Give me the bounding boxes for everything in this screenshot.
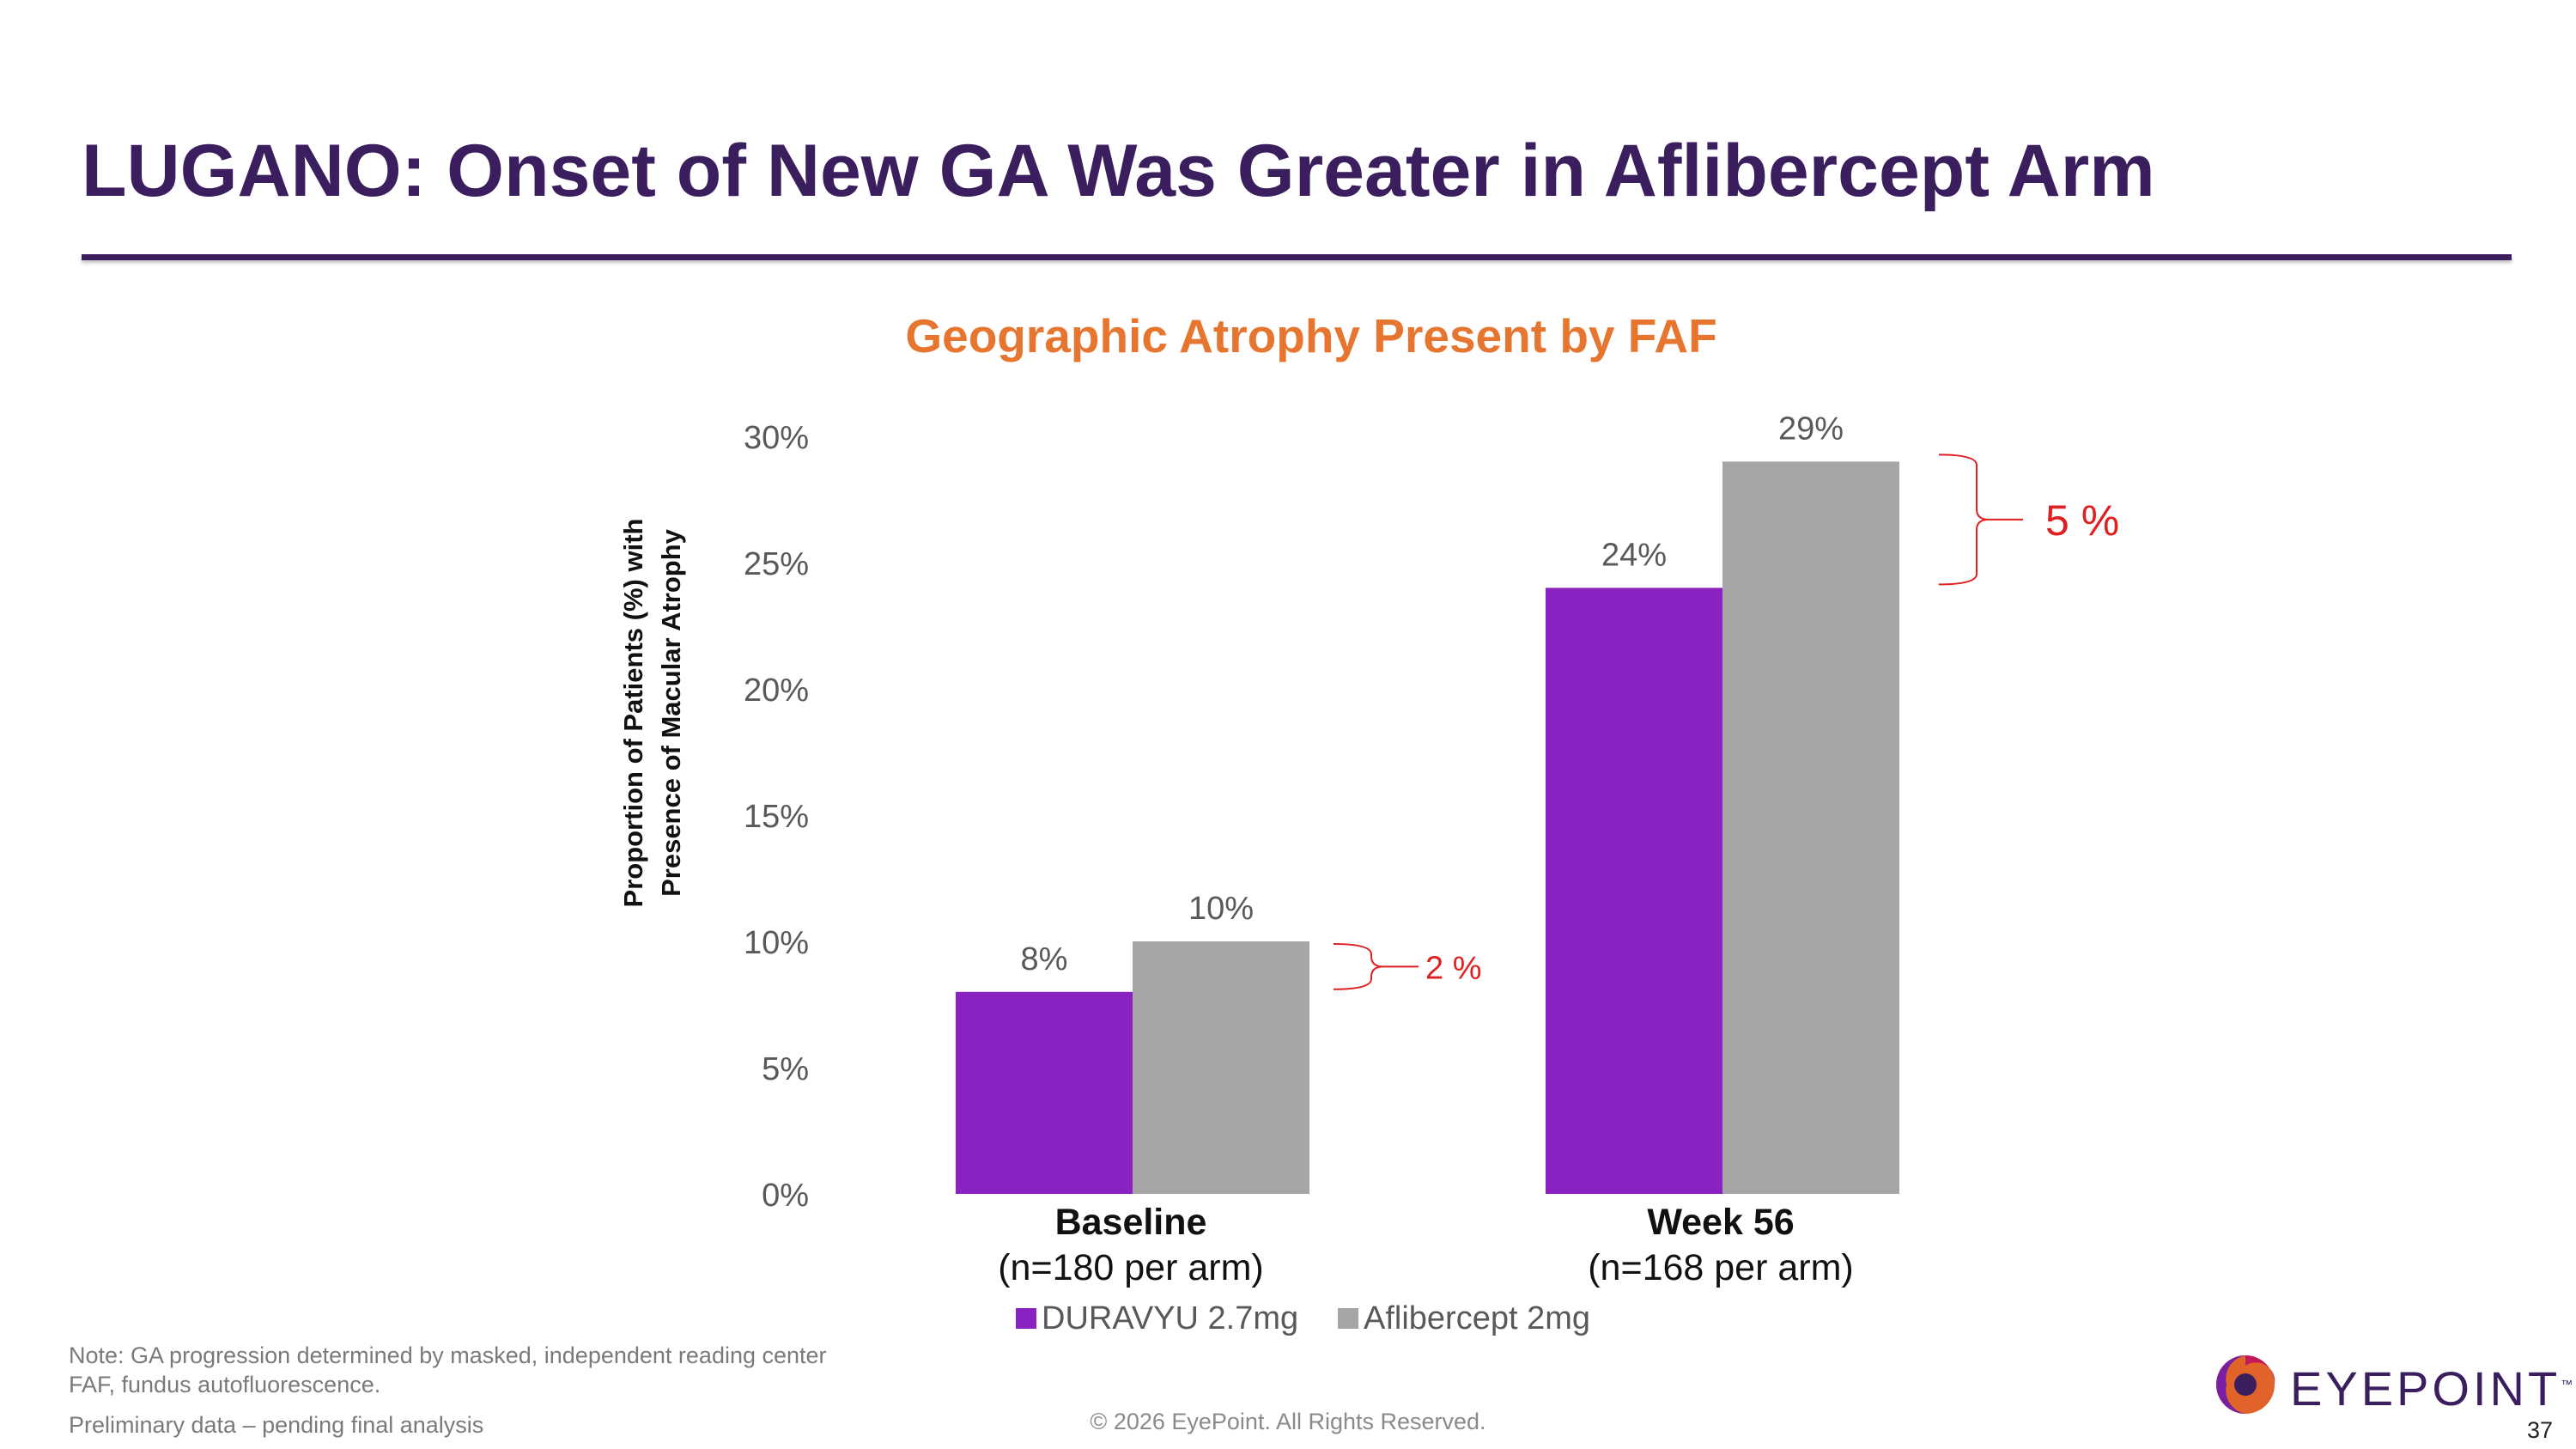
data-label: 8% (1021, 941, 1068, 977)
bar (1546, 588, 1722, 1194)
legend-label: DURAVYU 2.7mg (1042, 1300, 1298, 1336)
legend-swatch (1016, 1308, 1036, 1329)
footnote-note: Note: GA progression determined by maske… (69, 1342, 827, 1368)
difference-label: 5 % (2045, 496, 2119, 545)
title-divider (82, 254, 2512, 260)
y-tick-label: 30% (744, 420, 809, 456)
y-axis-title: Proportion of Patients (%) with (618, 519, 648, 908)
eyepoint-logo-text: EYEPOINT™ (2290, 1361, 2576, 1416)
y-tick-label: 15% (744, 799, 809, 835)
data-label: 24% (1601, 537, 1667, 573)
y-tick-label: 10% (744, 925, 809, 961)
page-number: 37 (2527, 1417, 2554, 1443)
eyepoint-logo-icon (2216, 1355, 2275, 1414)
y-tick-label: 0% (762, 1178, 809, 1214)
data-label: 10% (1188, 891, 1254, 927)
bar (1722, 461, 1899, 1194)
difference-label: 2 % (1425, 950, 1481, 986)
slide-title: LUGANO: Onset of New GA Was Greater in A… (82, 130, 2155, 212)
footnote-faf: FAF, fundus autofluorescence. (69, 1372, 381, 1397)
bar (956, 991, 1133, 1194)
legend-swatch (1338, 1308, 1358, 1329)
bar (1133, 941, 1309, 1194)
y-axis-title: Presence of Macular Atrophy (656, 528, 686, 897)
legend-label: Aflibercept 2mg (1364, 1300, 1590, 1336)
copyright: © 2026 EyePoint. All Rights Reserved. (1090, 1409, 1486, 1434)
y-tick-label: 25% (744, 546, 809, 582)
chart-title: Geographic Atrophy Present by FAF (905, 309, 1716, 362)
category-sublabel: (n=180 per arm) (998, 1247, 1264, 1288)
category-label: Baseline (1055, 1202, 1207, 1243)
category-sublabel: (n=168 per arm) (1588, 1247, 1854, 1288)
y-tick-label: 5% (762, 1051, 809, 1087)
preliminary-note: Preliminary data – pending final analysi… (69, 1412, 484, 1438)
category-label: Week 56 (1647, 1202, 1794, 1243)
eyepoint-logo: EYEPOINT™ (2211, 1350, 2573, 1419)
difference-brace (1333, 943, 1419, 990)
data-label: 29% (1778, 411, 1844, 447)
y-tick-label: 20% (744, 673, 809, 709)
difference-brace (1938, 454, 2023, 586)
